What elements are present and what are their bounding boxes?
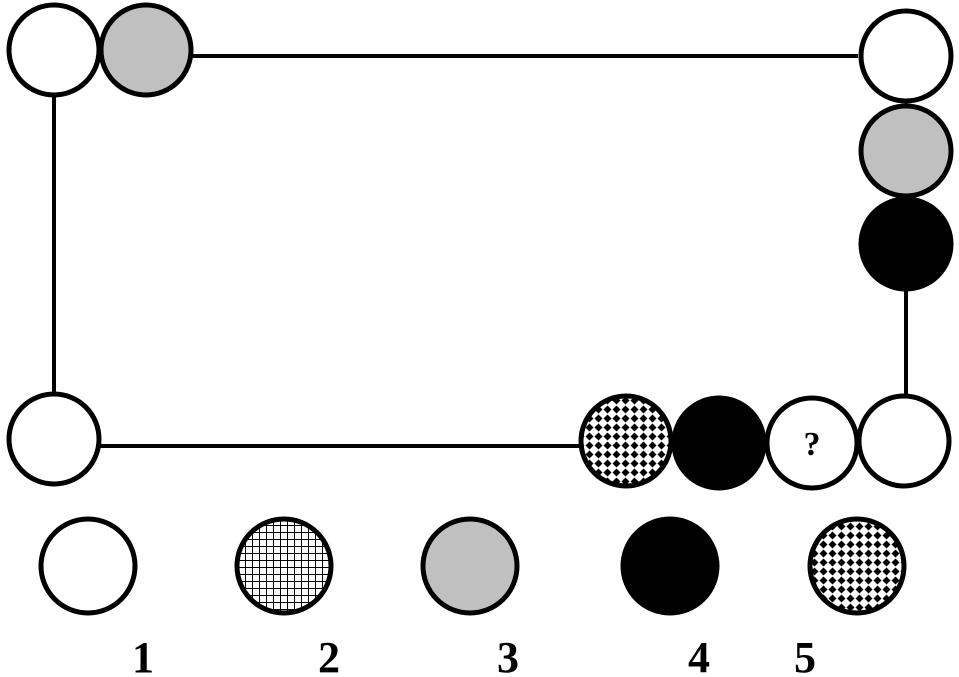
track-circle-bottom-black [671,395,767,491]
track-circle-top-left [6,2,102,98]
option-5-circle[interactable] [807,516,907,616]
option-1-label: 1 [132,633,154,677]
track-circle-top-right [858,8,954,104]
option-4-label: 4 [688,633,710,677]
track-circle-bottom-diamond [578,393,674,489]
option-3-label: 3 [497,633,519,677]
option-3-circle[interactable] [420,516,520,616]
option-1-circle[interactable] [38,516,138,616]
option-5-label: 5 [794,633,816,677]
track-circles: ? [6,2,954,491]
option-4-circle[interactable] [620,516,720,616]
option-2-label: 2 [318,633,340,677]
question-mark: ? [804,426,821,463]
option-2-circle[interactable] [234,516,334,616]
track-circle-bottom-left [6,391,102,487]
track-circle-bottom-right [856,393,952,489]
track-circle-right-gray [858,103,954,199]
answer-options: 1 2 3 4 5 [38,516,907,677]
track-lines [52,54,908,448]
track-circle-right-black [858,196,954,292]
track-circle-top-left-gray [98,2,194,98]
